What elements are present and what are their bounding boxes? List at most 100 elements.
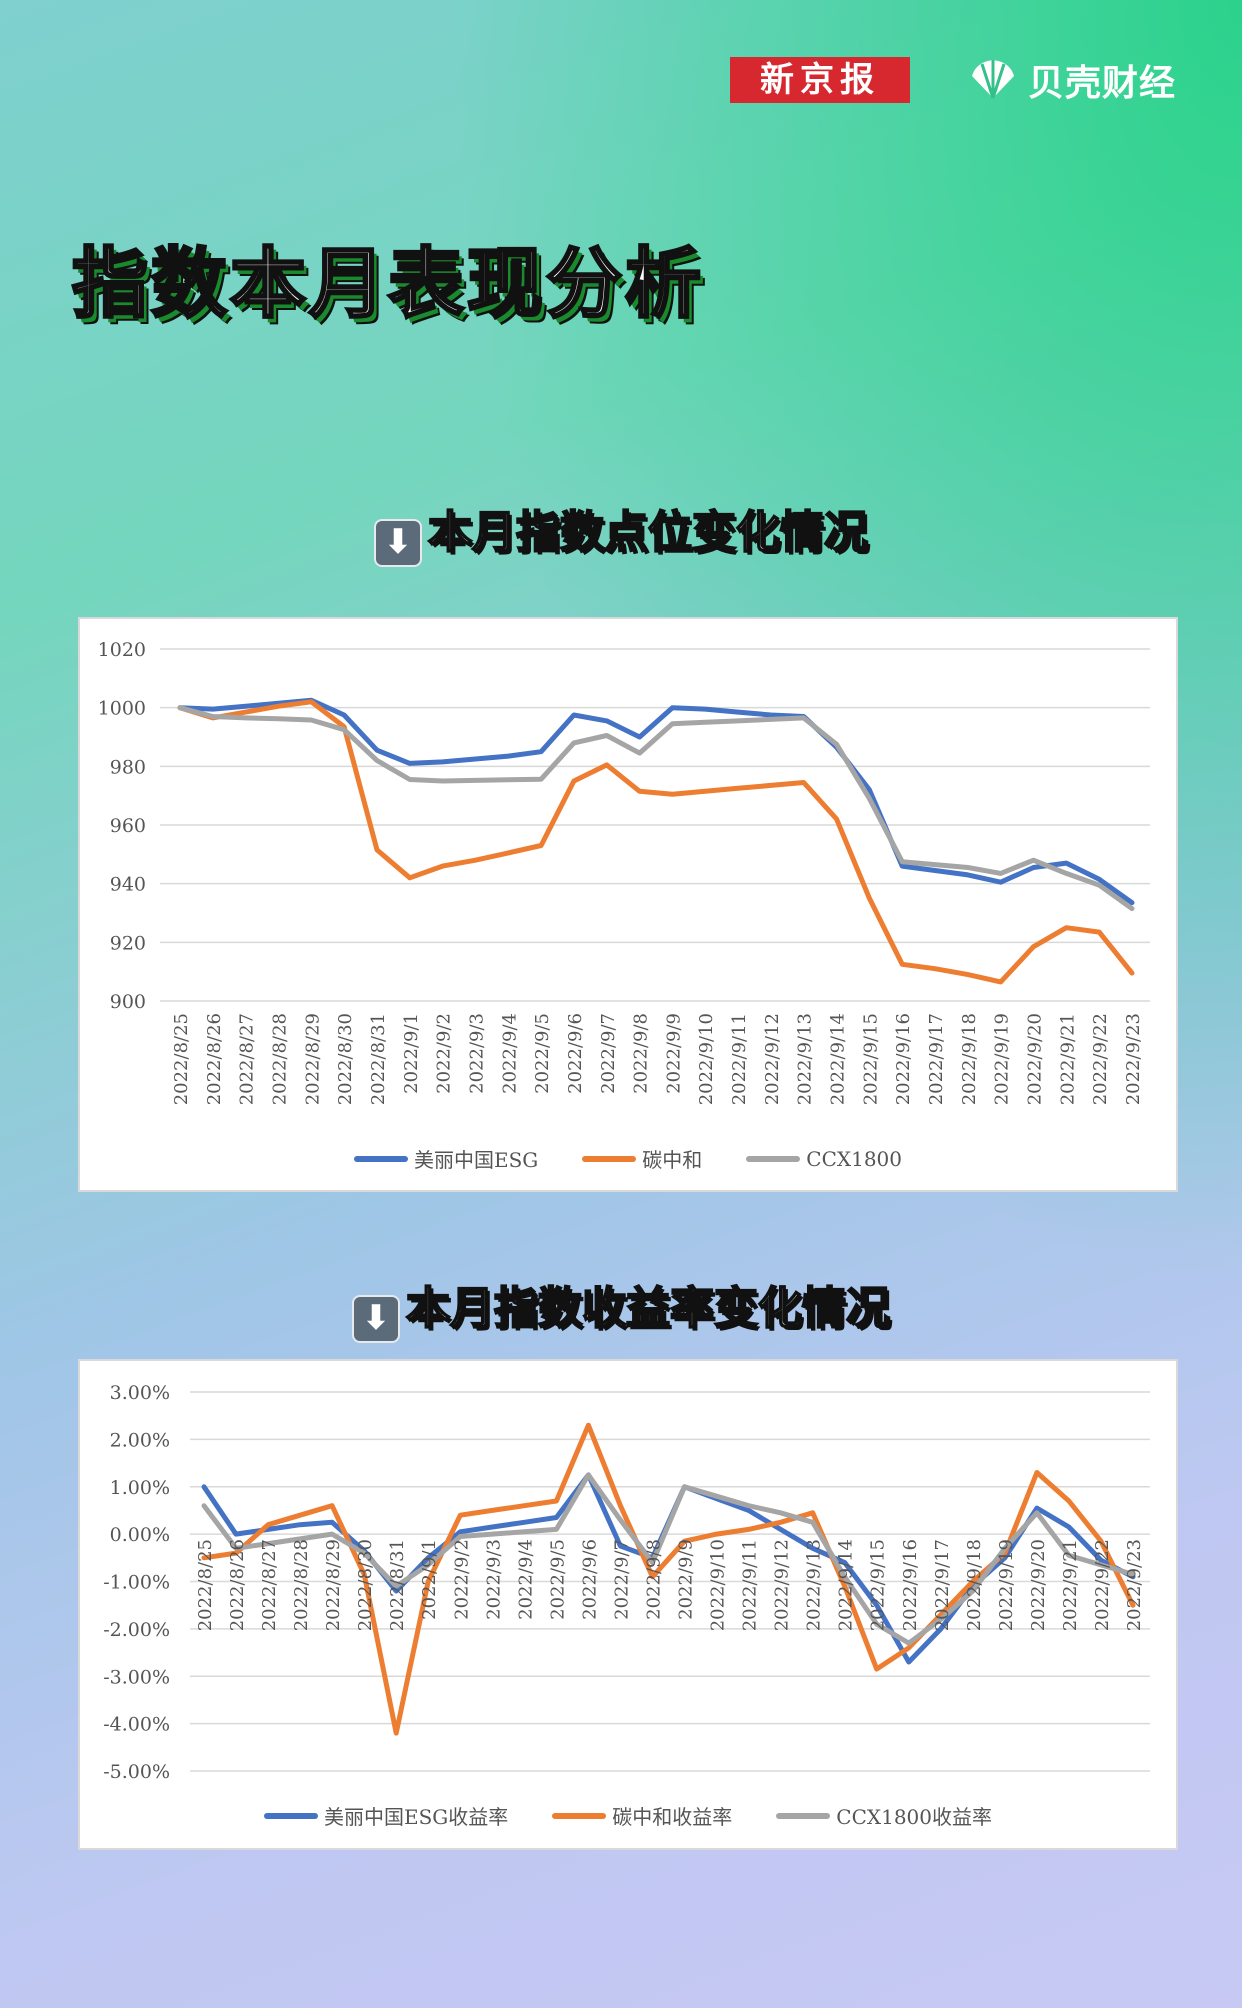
y-tick-label: -4.00% <box>103 1714 170 1736</box>
legend-label: 美丽中国ESG收益率 <box>323 1805 509 1829</box>
x-tick-label: 2022/8/29 <box>323 1539 344 1631</box>
x-tick-label: 2022/9/16 <box>900 1539 921 1631</box>
x-tick-label: 2022/9/8 <box>631 1013 652 1094</box>
x-tick-label: 2022/8/31 <box>387 1539 408 1631</box>
y-tick-label: 0.00% <box>110 1524 170 1546</box>
x-tick-label: 2022/9/3 <box>466 1013 487 1094</box>
y-tick-label: 940 <box>110 874 146 896</box>
down-arrow-icon: ⬇ <box>352 1295 400 1343</box>
x-tick-label: 2022/9/8 <box>643 1539 664 1620</box>
x-tick-label: 2022/9/19 <box>996 1539 1017 1631</box>
x-tick-label: 2022/9/22 <box>1090 1013 1111 1105</box>
section-title-index-returns: ⬇ 本月指数收益率变化情况 <box>0 1272 1242 1343</box>
x-tick-label: 2022/8/29 <box>302 1013 323 1105</box>
legend-swatch <box>353 1155 408 1162</box>
page-title: 指数本月表现分析 <box>71 238 704 330</box>
x-tick-label: 2022/9/17 <box>932 1539 953 1631</box>
x-tick-label: 2022/9/1 <box>419 1539 440 1620</box>
shell-icon <box>972 60 1014 99</box>
x-tick-label: 2022/9/18 <box>964 1539 985 1631</box>
brand-logo-xinjingbao: 新京报 <box>730 57 910 103</box>
x-tick-label: 2022/9/11 <box>740 1539 761 1631</box>
x-tick-label: 2022/9/16 <box>893 1013 914 1105</box>
x-tick-label: 2022/9/3 <box>483 1539 504 1620</box>
x-tick-label: 2022/9/4 <box>515 1539 536 1620</box>
x-tick-label: 2022/9/12 <box>772 1539 793 1631</box>
x-tick-label: 2022/9/15 <box>868 1539 889 1631</box>
x-tick-label: 2022/9/20 <box>1028 1539 1049 1631</box>
x-tick-label: 2022/8/27 <box>237 1013 258 1105</box>
legend-item: 碳中和收益率 <box>552 1801 732 1830</box>
line-chart-index-points: 1020 1000 980 960 940 920 900 2022/8/25 2022/8/2… <box>98 639 1150 1105</box>
legend-swatch <box>582 1155 637 1162</box>
y-tick-label: 1000 <box>98 698 146 720</box>
x-tick-label: 2022/9/12 <box>762 1013 783 1105</box>
chart-legend-index-returns: 美丽中国ESG收益率 碳中和收益率 CCX1800收益率 <box>80 1801 1176 1830</box>
y-tick-label: 1.00% <box>110 1477 170 1499</box>
x-tick-label: 2022/9/7 <box>598 1013 619 1094</box>
x-tick-label: 2022/9/23 <box>1124 1539 1145 1631</box>
y-tick-label: -2.00% <box>103 1619 170 1641</box>
line-chart-index-returns: 3.00% 2.00% 1.00% 0.00% -1.00% -2.00% -3.00% -4… <box>103 1382 1150 1783</box>
x-tick-label: 2022/9/21 <box>1060 1539 1081 1631</box>
x-tick-label: 2022/9/22 <box>1092 1539 1113 1631</box>
x-tick-label: 2022/9/10 <box>708 1539 729 1631</box>
brand-beike-label: 贝壳财经 <box>1028 63 1177 104</box>
legend-swatch <box>552 1812 607 1819</box>
x-tick-label: 2022/9/14 <box>836 1539 857 1631</box>
section-title-index-points: ⬇ 本月指数点位变化情况 <box>0 496 1242 567</box>
x-tick-label: 2022/9/9 <box>663 1013 684 1094</box>
y-tick-label: 900 <box>110 991 146 1013</box>
legend-swatch <box>746 1155 801 1162</box>
chart-legend-index-points: 美丽中国ESG 碳中和 CCX1800 <box>80 1144 1176 1173</box>
y-tick-label: 980 <box>110 756 146 778</box>
x-tick-label: 2022/9/7 <box>611 1539 632 1620</box>
y-tick-label: -3.00% <box>103 1666 170 1688</box>
legend-swatch <box>263 1812 318 1819</box>
brand-logo-beike: 贝壳财经 <box>968 52 1176 108</box>
legend-item: 美丽中国ESG收益率 <box>263 1801 509 1830</box>
section-title-index-returns-label: 本月指数收益率变化情况 <box>405 1282 891 1335</box>
chart-panel-index-points: 1020 1000 980 960 940 920 900 2022/8/25 2022/8/2… <box>78 617 1178 1192</box>
x-tick-label: 2022/9/17 <box>926 1013 947 1105</box>
legend-item: CCX1800收益率 <box>776 1801 992 1830</box>
x-tick-label: 2022/8/30 <box>335 1013 356 1105</box>
y-tick-label: 920 <box>110 932 146 954</box>
x-tick-label: 2022/8/25 <box>171 1013 192 1105</box>
legend-item: 美丽中国ESG <box>353 1144 539 1173</box>
y-tick-label: -5.00% <box>103 1761 170 1783</box>
x-tick-label: 2022/8/31 <box>368 1013 389 1105</box>
x-tick-label: 2022/8/26 <box>227 1539 248 1631</box>
x-tick-label: 2022/9/6 <box>565 1013 586 1094</box>
x-tick-label: 2022/8/28 <box>269 1013 290 1105</box>
x-tick-label: 2022/8/28 <box>291 1539 312 1631</box>
series-line-2 <box>177 705 1135 912</box>
x-tick-label: 2022/9/6 <box>579 1539 600 1620</box>
series-line-1 <box>201 1422 1136 1736</box>
x-tick-label: 2022/9/5 <box>532 1013 553 1094</box>
x-tick-label: 2022/8/25 <box>195 1539 216 1631</box>
x-tick-label: 2022/9/11 <box>729 1013 750 1105</box>
x-tick-label: 2022/9/1 <box>401 1013 422 1094</box>
x-tick-label: 2022/9/14 <box>828 1013 849 1105</box>
legend-label: CCX1800 <box>806 1146 903 1171</box>
legend-label: 美丽中国ESG <box>413 1148 539 1172</box>
section-title-index-points-label: 本月指数点位变化情况 <box>427 506 869 559</box>
y-tick-label: -1.00% <box>103 1572 170 1594</box>
legend-item: 碳中和 <box>582 1144 702 1173</box>
x-tick-label: 2022/9/4 <box>499 1013 520 1094</box>
x-tick-label: 2022/8/26 <box>204 1013 225 1105</box>
legend-item: CCX1800 <box>746 1144 902 1173</box>
series-line-2 <box>201 1472 1136 1646</box>
x-tick-label: 2022/9/18 <box>959 1013 980 1105</box>
x-tick-label: 2022/9/9 <box>676 1539 697 1620</box>
x-tick-label: 2022/9/15 <box>860 1013 881 1105</box>
chart-panel-index-returns: 3.00% 2.00% 1.00% 0.00% -1.00% -2.00% -3.00% -4… <box>78 1359 1178 1850</box>
series-line-1 <box>177 699 1135 985</box>
legend-label: CCX1800收益率 <box>836 1805 993 1829</box>
y-tick-label: 1020 <box>98 639 146 661</box>
y-tick-label: 2.00% <box>110 1429 170 1451</box>
x-tick-label: 2022/9/20 <box>1025 1013 1046 1105</box>
x-tick-label: 2022/9/2 <box>451 1539 472 1620</box>
legend-label: 碳中和 <box>642 1148 703 1172</box>
